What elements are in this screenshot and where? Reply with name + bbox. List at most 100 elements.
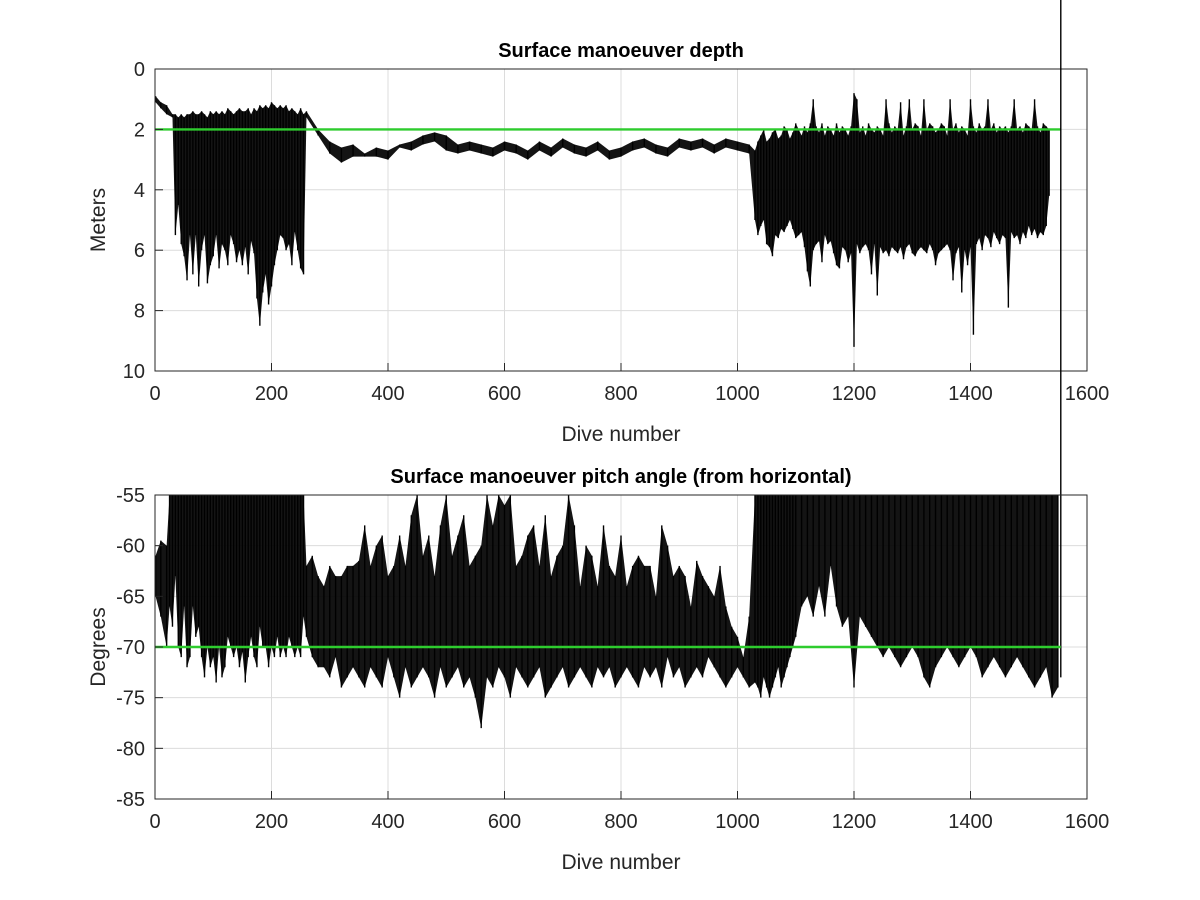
pitch-trace-segment <box>280 495 284 658</box>
depth-trace-segment <box>1025 123 1029 239</box>
depth-trace-segment <box>198 111 202 287</box>
depth-trace-segment <box>160 102 167 115</box>
pitch-trace-segment <box>888 495 895 658</box>
depth-trace-segment <box>562 138 575 154</box>
pitch-y-tick-label: -75 <box>116 688 145 710</box>
depth-trace-segment <box>201 111 205 251</box>
pitch-trace-segment <box>201 495 205 678</box>
depth-trace-segment <box>958 126 962 293</box>
pitch-trace-segment <box>819 495 825 617</box>
depth-trace-segment <box>227 108 231 266</box>
depth-trace-segment <box>909 99 913 254</box>
pitch-x-tick-label: 800 <box>604 811 637 833</box>
depth-trace-segment <box>915 123 919 257</box>
depth-plot-area <box>154 93 1061 347</box>
depth-trace-segment <box>364 147 377 157</box>
pitch-trace-segment <box>268 495 272 668</box>
pitch-trace-segment <box>236 495 240 668</box>
depth-trace-segment <box>492 141 505 157</box>
pitch-trace-segment <box>288 495 292 647</box>
depth-trace-segment <box>1028 126 1032 236</box>
depth-trace-segment <box>725 138 738 151</box>
depth-trace-segment <box>192 111 196 275</box>
pitch-trace-segment <box>452 535 458 678</box>
depth-x-tick-label: 0 <box>149 383 160 405</box>
pitch-trace-segment <box>935 495 942 668</box>
pitch-trace-segment <box>824 495 831 617</box>
pitch-trace-segment <box>393 535 400 698</box>
pitch-trace-segment <box>221 495 225 678</box>
pitch-trace-segment <box>836 495 843 627</box>
depth-trace-segment <box>204 114 208 284</box>
pitch-trace-segment <box>428 535 435 698</box>
depth-trace-segment <box>859 126 863 254</box>
pitch-trace-segment <box>219 495 222 678</box>
depth-trace-segment <box>964 129 968 266</box>
depth-trace-segment <box>248 108 252 275</box>
depth-trace-segment <box>236 108 240 263</box>
depth-trace-segment <box>457 141 470 154</box>
depth-chart-title: Surface manoeuver depth <box>498 40 744 62</box>
pitch-trace-segment <box>781 495 785 688</box>
depth-trace-segment <box>1008 126 1012 308</box>
depth-trace-segment <box>516 144 528 160</box>
pitch-trace-segment <box>964 495 971 658</box>
depth-trace-segment <box>816 126 820 245</box>
depth-trace-segment <box>207 111 211 284</box>
pitch-trace-segment <box>376 535 383 688</box>
pitch-x-tick-label: 1400 <box>948 811 993 833</box>
depth-x-tick-label: 200 <box>255 383 288 405</box>
pitch-trace-segment <box>918 495 924 678</box>
pitch-trace-segment <box>696 560 703 678</box>
depth-trace-segment <box>245 108 249 275</box>
depth-trace-segment <box>757 135 761 236</box>
depth-trace-segment <box>446 135 458 154</box>
depth-trace-segment <box>874 126 878 296</box>
pitch-trace-segment <box>702 576 709 678</box>
depth-trace-segment <box>886 99 889 257</box>
pitch-trace-segment <box>498 495 505 678</box>
depth-trace-segment <box>230 111 234 245</box>
pitch-trace-segment <box>189 495 193 658</box>
depth-trace-segment <box>411 135 423 151</box>
pitch-trace-segment <box>329 565 336 678</box>
pitch-trace-segment <box>533 525 540 678</box>
pitch-trace-segment <box>294 495 298 658</box>
depth-trace-segment <box>827 126 831 245</box>
pitch-trace-segment <box>982 495 988 678</box>
depth-trace-segment <box>219 111 222 269</box>
pitch-trace-segment <box>195 495 199 637</box>
depth-x-tick-label: 600 <box>488 383 521 405</box>
depth-trace-segment <box>504 141 517 154</box>
pitch-trace-segment <box>297 495 301 658</box>
pitch-trace-segment <box>772 495 776 688</box>
pitch-trace-segment <box>242 495 246 683</box>
depth-trace-segment <box>760 129 764 227</box>
depth-trace-segment <box>702 138 715 154</box>
depth-trace-segment <box>932 126 936 266</box>
pitch-trace-segment <box>883 495 889 658</box>
pitch-trace-segment <box>667 545 674 678</box>
depth-trace-segment <box>804 126 808 272</box>
depth-trace-segment <box>819 123 822 263</box>
depth-trace-segment <box>300 108 304 275</box>
depth-trace-segment <box>778 135 782 239</box>
depth-trace-segment <box>434 132 447 151</box>
depth-trace-segment <box>303 111 307 275</box>
pitch-trace-segment <box>789 495 793 658</box>
depth-trace-segment <box>848 126 852 263</box>
pitch-trace-segment <box>626 565 633 678</box>
depth-trace-segment <box>632 138 645 151</box>
depth-trace-segment <box>929 123 933 251</box>
depth-trace-segment <box>769 132 773 257</box>
depth-trace-segment <box>775 129 779 239</box>
pitch-trace-segment <box>562 495 569 688</box>
pitch-trace-segment <box>906 495 913 658</box>
pitch-trace-segment <box>265 495 269 668</box>
pitch-ticks: 0 200 400 600 800 1000 1200 1400 1600 -55 -60 -65 -7… <box>116 485 1109 833</box>
pitch-trace-segment <box>597 525 604 678</box>
pitch-trace-segment <box>254 495 257 668</box>
depth-x-axis-label: Dive number <box>561 423 680 446</box>
pitch-trace-segment <box>987 495 994 668</box>
depth-trace-segment <box>987 99 991 248</box>
